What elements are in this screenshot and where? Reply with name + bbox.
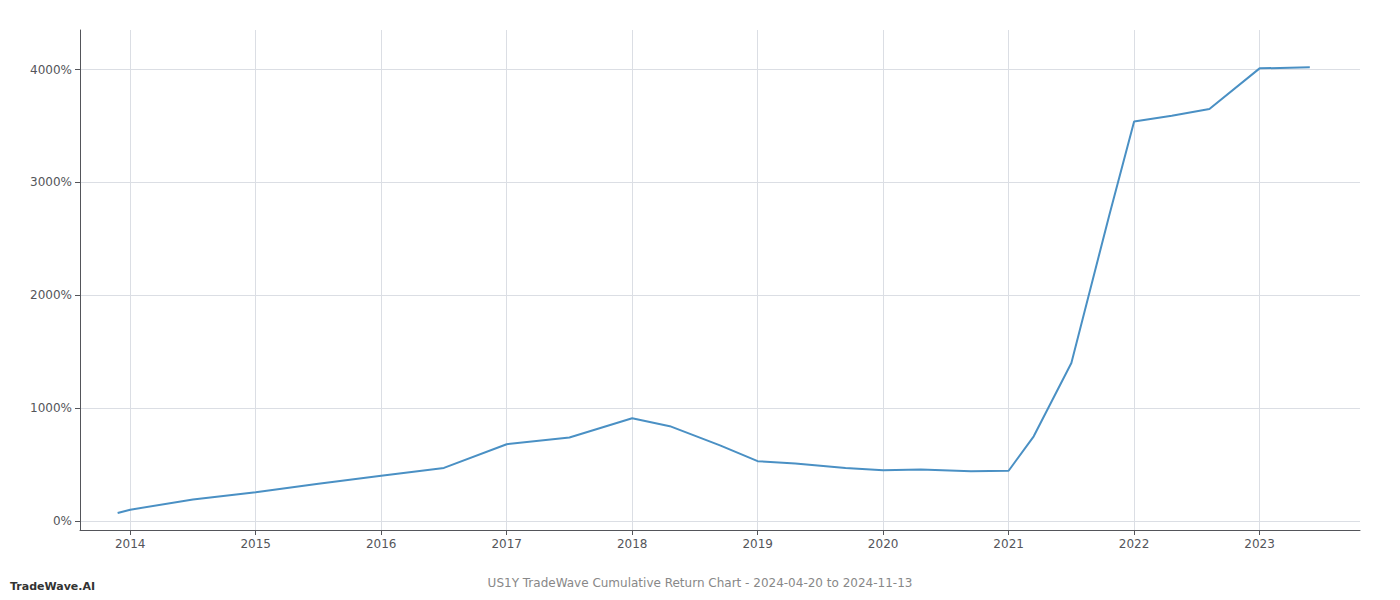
svg-text:2017: 2017	[491, 537, 522, 551]
svg-text:4000%: 4000%	[30, 63, 72, 77]
svg-text:2022: 2022	[1119, 537, 1150, 551]
svg-text:US1Y TradeWave Cumulative Retu: US1Y TradeWave Cumulative Return Chart -…	[488, 576, 913, 590]
svg-text:1000%: 1000%	[30, 401, 72, 415]
svg-text:2014: 2014	[115, 537, 146, 551]
svg-text:TradeWave.AI: TradeWave.AI	[10, 580, 95, 593]
svg-text:2018: 2018	[617, 537, 648, 551]
svg-text:2016: 2016	[366, 537, 397, 551]
svg-text:2020: 2020	[868, 537, 899, 551]
svg-text:2021: 2021	[993, 537, 1024, 551]
svg-text:2023: 2023	[1244, 537, 1275, 551]
svg-text:0%: 0%	[53, 514, 72, 528]
svg-text:2000%: 2000%	[30, 288, 72, 302]
svg-text:2015: 2015	[240, 537, 271, 551]
svg-text:2019: 2019	[742, 537, 773, 551]
svg-text:3000%: 3000%	[30, 175, 72, 189]
